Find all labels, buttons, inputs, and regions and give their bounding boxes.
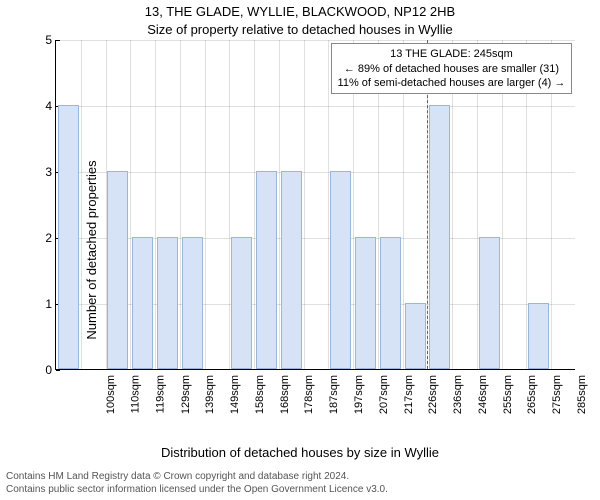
chart-title-sub: Size of property relative to detached ho… xyxy=(0,22,600,37)
histogram-bar xyxy=(157,237,178,369)
gridline-v xyxy=(304,40,305,369)
x-tick: 168sqm xyxy=(279,375,291,414)
x-tick: 100sqm xyxy=(106,375,118,414)
annotation-box: 13 THE GLADE: 245sqm← 89% of detached ho… xyxy=(331,43,573,94)
gridline-v xyxy=(205,40,206,369)
y-tick: 2 xyxy=(38,231,56,245)
x-tick: 139sqm xyxy=(205,375,217,414)
x-tick: 149sqm xyxy=(229,375,241,414)
footer-line2: Contains public sector information licen… xyxy=(6,483,388,496)
footer-attribution: Contains HM Land Registry data © Crown c… xyxy=(6,470,388,496)
y-tick: 1 xyxy=(38,297,56,311)
x-tick: 158sqm xyxy=(254,375,266,414)
x-tick: 236sqm xyxy=(452,375,464,414)
x-axis-label: Distribution of detached houses by size … xyxy=(0,445,600,460)
y-tick: 4 xyxy=(38,99,56,113)
chart-title-main: 13, THE GLADE, WYLLIE, BLACKWOOD, NP12 2… xyxy=(0,4,600,19)
gridline-v xyxy=(328,40,329,369)
histogram-bar xyxy=(355,237,376,369)
histogram-bar xyxy=(231,237,252,369)
histogram-bar xyxy=(107,171,128,369)
histogram-bar xyxy=(479,237,500,369)
annotation-line: 13 THE GLADE: 245sqm xyxy=(338,47,566,61)
histogram-bar xyxy=(132,237,153,369)
x-tick: 207sqm xyxy=(378,375,390,414)
x-tick: 265sqm xyxy=(526,375,538,414)
gridline-v xyxy=(279,40,280,369)
histogram-bar xyxy=(281,171,302,369)
x-tick: 187sqm xyxy=(328,375,340,414)
y-tick: 0 xyxy=(38,363,56,377)
histogram-bar xyxy=(380,237,401,369)
gridline-h xyxy=(56,106,575,107)
x-tick: 178sqm xyxy=(304,375,316,414)
x-tick: 217sqm xyxy=(403,375,415,414)
histogram-bar xyxy=(405,303,426,369)
x-tick: 226sqm xyxy=(427,375,439,414)
histogram-bar xyxy=(528,303,549,369)
gridline-v xyxy=(229,40,230,369)
x-tick: 129sqm xyxy=(180,375,192,414)
x-tick: 110sqm xyxy=(129,375,141,413)
gridline-v xyxy=(106,40,107,369)
x-tick: 197sqm xyxy=(353,375,365,414)
gridline-v xyxy=(180,40,181,369)
footer-line1: Contains HM Land Registry data © Crown c… xyxy=(6,470,388,483)
annotation-line: 11% of semi-detached houses are larger (… xyxy=(338,76,566,90)
gridline-v xyxy=(130,40,131,369)
histogram-bar xyxy=(58,105,79,369)
annotation-line: ← 89% of detached houses are smaller (31… xyxy=(338,62,566,76)
gridline-v xyxy=(254,40,255,369)
gridline-h xyxy=(56,40,575,41)
x-tick: 275sqm xyxy=(551,375,563,414)
y-tick: 5 xyxy=(38,33,56,47)
x-tick: 255sqm xyxy=(502,375,514,414)
gridline-h xyxy=(56,172,575,173)
gridline-v xyxy=(81,40,82,369)
x-tick: 119sqm xyxy=(154,375,166,413)
histogram-bar xyxy=(330,171,351,369)
histogram-bar xyxy=(256,171,277,369)
y-tick: 3 xyxy=(38,165,56,179)
histogram-bar xyxy=(182,237,203,369)
x-tick: 246sqm xyxy=(477,375,489,414)
plot-area: 012345100sqm110sqm119sqm129sqm139sqm149s… xyxy=(55,40,575,370)
chart-container: 13, THE GLADE, WYLLIE, BLACKWOOD, NP12 2… xyxy=(0,0,600,500)
x-tick: 285sqm xyxy=(576,375,588,414)
histogram-bar xyxy=(429,105,450,369)
gridline-v xyxy=(155,40,156,369)
